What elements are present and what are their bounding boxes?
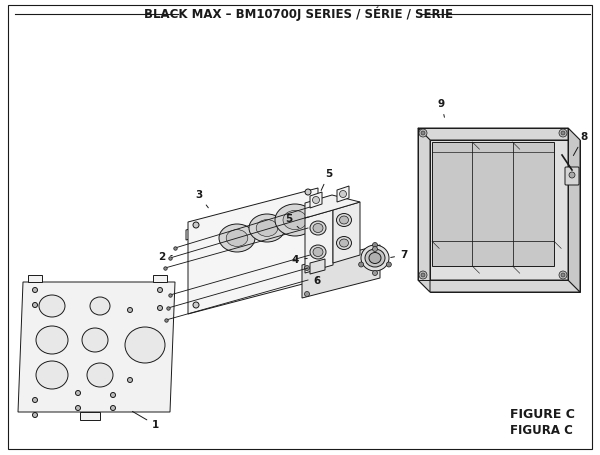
Ellipse shape — [256, 220, 278, 237]
Ellipse shape — [87, 363, 113, 387]
Text: 4: 4 — [292, 255, 307, 265]
Polygon shape — [337, 186, 349, 202]
Ellipse shape — [337, 237, 352, 249]
Ellipse shape — [340, 239, 349, 247]
Polygon shape — [305, 210, 333, 273]
Circle shape — [386, 262, 391, 267]
Circle shape — [32, 303, 37, 308]
Polygon shape — [188, 188, 318, 314]
FancyBboxPatch shape — [565, 167, 579, 185]
Ellipse shape — [36, 326, 68, 354]
Ellipse shape — [125, 327, 165, 363]
Polygon shape — [153, 275, 167, 282]
Polygon shape — [305, 195, 360, 218]
Polygon shape — [80, 412, 100, 420]
Text: 8: 8 — [574, 132, 587, 156]
Circle shape — [110, 393, 115, 398]
Text: BLACK MAX – BM10700J SERIES / SÉRIE / SERIE: BLACK MAX – BM10700J SERIES / SÉRIE / SE… — [145, 7, 454, 21]
Circle shape — [305, 292, 310, 297]
Text: 1: 1 — [133, 411, 159, 430]
Ellipse shape — [365, 249, 385, 267]
Circle shape — [561, 131, 565, 135]
Circle shape — [559, 271, 567, 279]
Circle shape — [305, 189, 311, 195]
Circle shape — [157, 288, 163, 293]
Circle shape — [305, 269, 311, 275]
Polygon shape — [418, 128, 580, 140]
Polygon shape — [186, 195, 310, 240]
Polygon shape — [432, 142, 554, 266]
Circle shape — [373, 243, 377, 248]
Ellipse shape — [340, 216, 349, 224]
Ellipse shape — [219, 224, 255, 252]
Ellipse shape — [249, 214, 285, 242]
Circle shape — [32, 398, 37, 403]
Polygon shape — [568, 128, 580, 292]
Circle shape — [157, 305, 163, 310]
Circle shape — [32, 288, 37, 293]
Polygon shape — [310, 192, 322, 208]
Ellipse shape — [313, 223, 323, 233]
Circle shape — [32, 413, 37, 418]
Circle shape — [128, 308, 133, 313]
Text: 2: 2 — [158, 252, 172, 262]
Circle shape — [193, 302, 199, 308]
Polygon shape — [333, 202, 360, 263]
Ellipse shape — [361, 245, 389, 271]
Ellipse shape — [369, 253, 381, 263]
Circle shape — [419, 129, 427, 137]
Text: 5: 5 — [285, 214, 299, 228]
Circle shape — [359, 262, 364, 267]
Ellipse shape — [337, 213, 352, 227]
Ellipse shape — [313, 248, 323, 257]
Ellipse shape — [90, 297, 110, 315]
Ellipse shape — [39, 295, 65, 317]
Text: 9: 9 — [438, 99, 445, 117]
Text: 3: 3 — [195, 190, 208, 208]
Text: 7: 7 — [391, 250, 407, 260]
Ellipse shape — [226, 230, 248, 247]
Circle shape — [561, 273, 565, 277]
Text: FIGURE C: FIGURE C — [510, 409, 575, 421]
Ellipse shape — [275, 204, 315, 236]
Ellipse shape — [310, 245, 326, 259]
Text: FIGURA C: FIGURA C — [510, 424, 573, 436]
Circle shape — [373, 247, 377, 252]
Circle shape — [305, 266, 310, 271]
Circle shape — [110, 405, 115, 410]
Polygon shape — [418, 128, 430, 292]
Ellipse shape — [283, 210, 307, 230]
Circle shape — [421, 273, 425, 277]
Circle shape — [421, 131, 425, 135]
Polygon shape — [18, 282, 175, 412]
Ellipse shape — [310, 221, 326, 235]
Circle shape — [569, 172, 575, 178]
Circle shape — [193, 222, 199, 228]
Circle shape — [76, 390, 80, 395]
Ellipse shape — [82, 328, 108, 352]
Polygon shape — [418, 280, 580, 292]
Circle shape — [313, 197, 320, 203]
Polygon shape — [302, 245, 380, 298]
Circle shape — [559, 129, 567, 137]
Circle shape — [373, 271, 377, 275]
Circle shape — [76, 405, 80, 410]
Polygon shape — [310, 259, 325, 274]
Circle shape — [128, 378, 133, 383]
Text: 5: 5 — [321, 169, 332, 191]
Text: 6: 6 — [313, 276, 320, 286]
Ellipse shape — [36, 361, 68, 389]
Circle shape — [340, 191, 347, 197]
Polygon shape — [430, 140, 580, 292]
Circle shape — [419, 271, 427, 279]
Polygon shape — [28, 275, 42, 282]
